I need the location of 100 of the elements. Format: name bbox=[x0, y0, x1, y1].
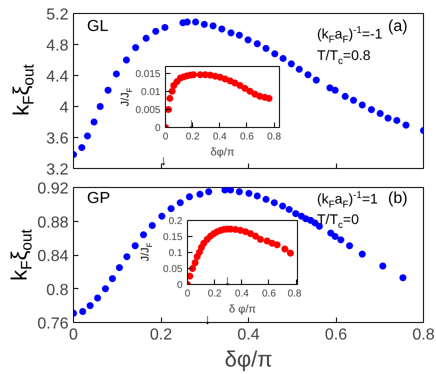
y-tick-label: 0.88 bbox=[37, 214, 69, 232]
point bbox=[104, 86, 112, 94]
point bbox=[332, 232, 339, 240]
x-tick-label: 0.8 bbox=[267, 132, 282, 142]
point bbox=[176, 199, 184, 206]
point bbox=[200, 20, 208, 28]
y-tick-label: 0.15 bbox=[163, 232, 183, 243]
point bbox=[108, 275, 116, 282]
point bbox=[271, 50, 278, 58]
y-tick-label: 0.005 bbox=[135, 105, 161, 116]
point bbox=[122, 56, 130, 64]
point bbox=[266, 94, 273, 102]
point bbox=[262, 44, 270, 52]
point bbox=[94, 294, 102, 302]
annotation: T/T$_{c}$=0 bbox=[317, 211, 359, 232]
point bbox=[196, 190, 204, 198]
x-tick-label: 0.8 bbox=[288, 288, 302, 300]
point bbox=[247, 230, 254, 238]
point bbox=[274, 241, 281, 248]
x-tick-label: 0.6 bbox=[240, 132, 254, 142]
point bbox=[205, 188, 212, 196]
y-tick-label: 0.015 bbox=[135, 69, 161, 80]
point bbox=[79, 308, 86, 316]
point bbox=[393, 116, 400, 124]
point bbox=[188, 272, 194, 280]
point bbox=[186, 193, 193, 200]
point bbox=[358, 250, 366, 258]
point bbox=[221, 188, 228, 194]
point bbox=[346, 242, 354, 250]
y-tick-label: 0.84 bbox=[37, 248, 69, 265]
point bbox=[245, 190, 252, 197]
point bbox=[279, 202, 286, 210]
point bbox=[96, 103, 104, 110]
y-tick-label: 4.4 bbox=[46, 68, 69, 86]
point bbox=[312, 76, 320, 84]
y-tick-label: 0 bbox=[176, 280, 183, 291]
point bbox=[246, 88, 254, 95]
point bbox=[228, 29, 234, 36]
point bbox=[254, 40, 261, 48]
point bbox=[399, 274, 406, 282]
point bbox=[286, 250, 294, 257]
point bbox=[132, 44, 140, 52]
point bbox=[337, 236, 344, 244]
point bbox=[368, 106, 375, 114]
y-tick-label: 4 bbox=[60, 100, 69, 116]
point bbox=[192, 259, 199, 266]
point bbox=[384, 114, 392, 122]
point bbox=[358, 101, 366, 108]
x-tick-label: 0.2 bbox=[186, 132, 200, 142]
y-tick-label: 0.92 bbox=[37, 180, 69, 198]
x-tick-label: 0.4 bbox=[234, 288, 250, 300]
x-axis-title: δφ/π bbox=[224, 346, 272, 372]
x-tick-label: 0.6 bbox=[262, 288, 276, 300]
point bbox=[236, 32, 243, 39]
y-tick-label: 0 bbox=[154, 123, 161, 134]
point bbox=[254, 192, 261, 200]
point bbox=[132, 242, 139, 250]
point bbox=[236, 188, 243, 196]
x-tick-label: 0 bbox=[184, 288, 191, 300]
point bbox=[332, 86, 339, 94]
point bbox=[116, 264, 123, 272]
point bbox=[189, 265, 196, 272]
x-tick-label: 0.8 bbox=[412, 326, 435, 344]
point bbox=[286, 206, 293, 213]
point bbox=[264, 237, 271, 244]
point bbox=[158, 212, 166, 220]
point bbox=[402, 122, 410, 129]
x-axis-title: δ φ/π bbox=[229, 304, 256, 316]
y-tick-label: 0.76 bbox=[37, 316, 69, 332]
point bbox=[262, 196, 270, 203]
point bbox=[90, 118, 98, 126]
x-tick-label: 0.2 bbox=[208, 288, 222, 300]
point bbox=[140, 231, 147, 238]
annotation: GL bbox=[87, 18, 108, 36]
point bbox=[112, 70, 120, 78]
annotation: GP bbox=[87, 190, 110, 208]
point bbox=[270, 199, 278, 206]
y-tick-label: 0.05 bbox=[163, 264, 183, 275]
point bbox=[292, 210, 300, 218]
point bbox=[123, 253, 130, 260]
x-tick-label: 0.4 bbox=[212, 132, 228, 142]
point bbox=[142, 34, 150, 42]
annotation: (a) bbox=[388, 18, 408, 36]
point bbox=[376, 110, 384, 117]
y-tick-label: 5.2 bbox=[46, 6, 69, 24]
point bbox=[86, 302, 94, 310]
annotation: ↓ bbox=[160, 152, 167, 168]
y-tick-label: 0.1 bbox=[168, 248, 183, 259]
x-axis-title: δφ/π bbox=[210, 146, 235, 158]
point bbox=[84, 132, 91, 140]
point bbox=[350, 96, 357, 104]
point bbox=[326, 84, 334, 92]
point bbox=[280, 54, 287, 62]
point bbox=[296, 66, 303, 73]
point bbox=[231, 80, 238, 86]
point bbox=[168, 205, 175, 212]
y-tick-label: 0.2 bbox=[168, 216, 183, 227]
point bbox=[184, 18, 191, 26]
y-tick-label: 3.2 bbox=[46, 162, 69, 178]
point bbox=[244, 36, 252, 44]
